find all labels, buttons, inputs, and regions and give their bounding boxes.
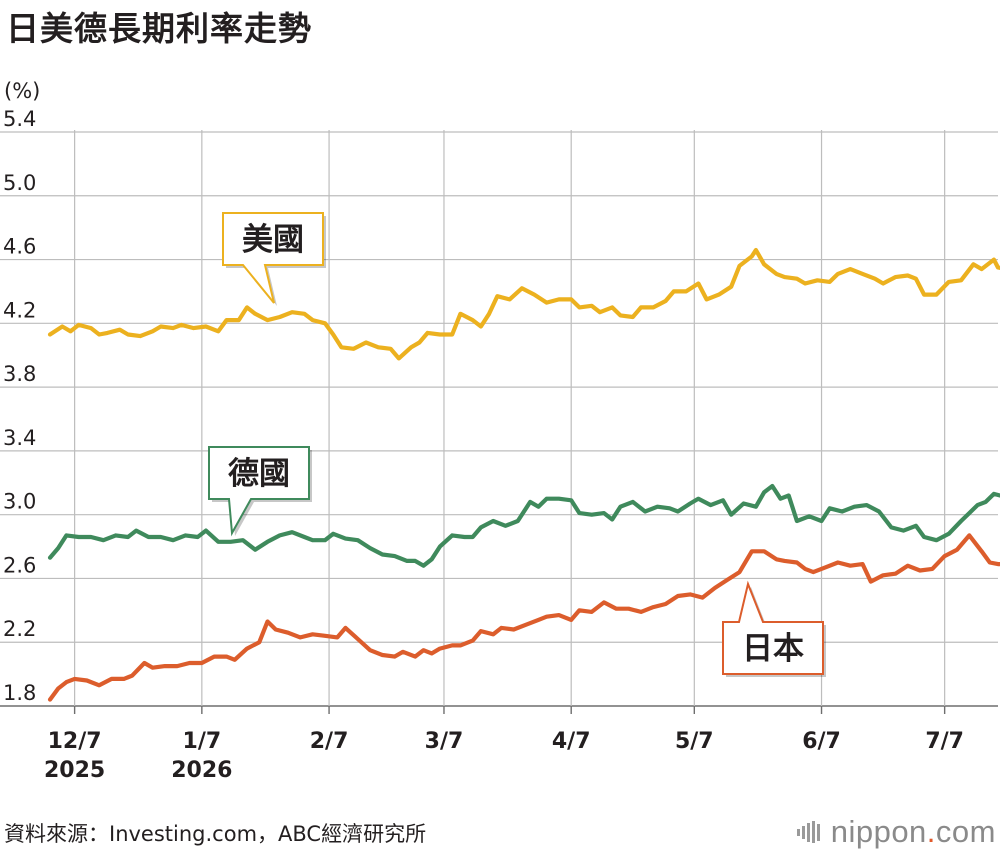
x-tick-label: 2/7 [310, 729, 349, 754]
y-tick-label: 3.8 [3, 362, 36, 386]
series-line-us [47, 247, 1000, 361]
chart: (%) 5.4 5.0 4.6 4.2 3.8 3.4 3.0 2.6 2.2 1.8 12/7 2… [0, 79, 1000, 783]
callout-jp: 日本 [722, 580, 826, 677]
x-tick-label: 5/7 [675, 729, 714, 754]
series-label: 日本 [742, 631, 804, 667]
x-tick-label: 4/7 [552, 729, 591, 754]
y-tick-label: 5.0 [3, 171, 36, 195]
x-tick-label: 6/7 [802, 729, 841, 754]
y-axis-ticks: 5.4 5.0 4.6 4.2 3.8 3.4 3.0 2.6 2.2 1.8 [3, 107, 36, 705]
y-tick-label: 1.8 [3, 681, 36, 705]
y-tick-label: 3.4 [3, 426, 36, 450]
series-line-jp [47, 533, 1000, 702]
source-note: 資料來源：Investing.com，ABC經濟研究所 [4, 822, 427, 846]
callout-box [222, 212, 324, 304]
callout-box [722, 580, 824, 675]
grid-lines [0, 130, 998, 707]
x-tick-label: 3/7 [425, 729, 464, 754]
series-lines [47, 247, 1000, 702]
y-tick-label: 2.6 [3, 553, 36, 577]
x-axis-ticks: 12/7 2025 1/7 2026 2/7 3/7 4/7 5/7 6/7 7/7 [44, 706, 964, 783]
callout-de: 德國 [208, 446, 312, 537]
series-line-de [47, 483, 1000, 568]
chart-title: 日美德長期利率走勢 [6, 9, 312, 48]
brand-mark-icon [796, 821, 820, 843]
x-tick-label: 12/7 [48, 729, 102, 754]
x-tick-label: 7/7 [925, 729, 964, 754]
y-tick-label: 5.4 [3, 107, 36, 131]
y-tick-label: 3.0 [3, 490, 36, 514]
x-tick-year-label: 2025 [44, 758, 105, 783]
y-axis-unit-label: (%) [4, 79, 40, 103]
y-tick-label: 4.2 [3, 298, 36, 322]
y-tick-label: 2.2 [3, 617, 36, 641]
x-tick-year-label: 2026 [171, 758, 232, 783]
x-tick-label: 1/7 [183, 729, 222, 754]
callout-box [208, 446, 310, 537]
nippon-logo: nippon.com [796, 812, 996, 852]
callout-us: 美國 [222, 212, 326, 306]
series-label: 德國 [228, 456, 290, 492]
series-label: 美國 [242, 222, 304, 258]
y-tick-label: 4.6 [3, 235, 36, 259]
brand-wordmark: nippon.com [830, 814, 996, 849]
